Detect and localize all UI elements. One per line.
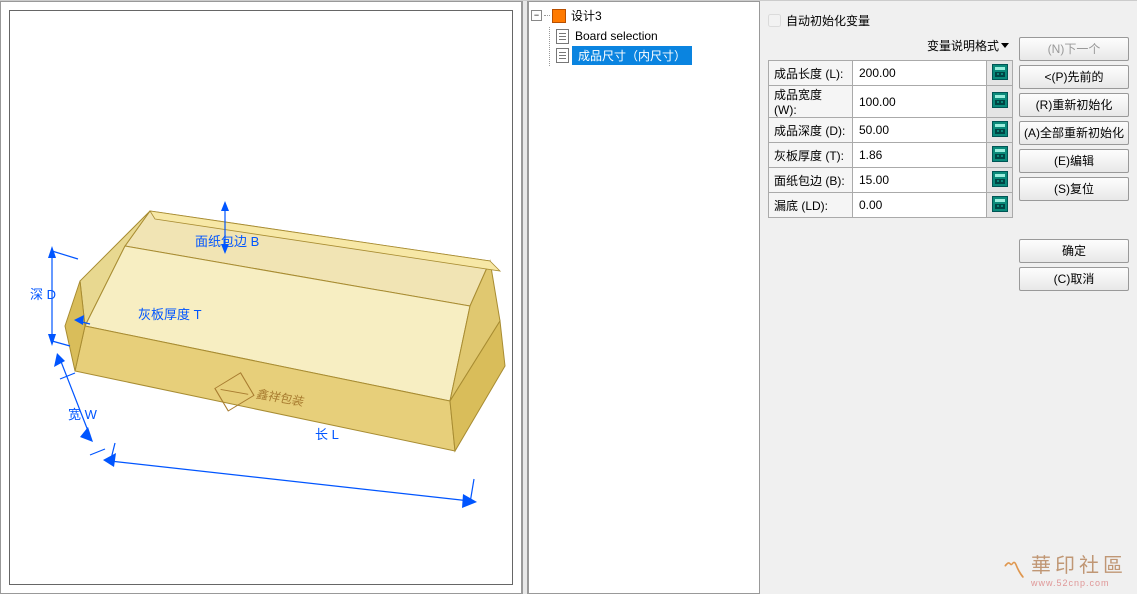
- watermark: 〽 華印社區 www.52cnp.com: [1003, 549, 1127, 588]
- variable-name-cell: 成品长度 (L):: [769, 61, 853, 86]
- variable-value-input[interactable]: [853, 193, 986, 217]
- app-root: 鑫祥包装 面纸包边 B 灰板厚度 T: [0, 0, 1137, 594]
- variable-name-cell: 漏底 (LD):: [769, 193, 853, 218]
- tree-node-label-selected: 成品尺寸（内尺寸）: [572, 46, 692, 65]
- calculator-button[interactable]: [987, 143, 1013, 168]
- tree-node-label: Board selection: [572, 28, 661, 44]
- tree-node-dimensions[interactable]: 成品尺寸（内尺寸）: [556, 45, 757, 66]
- variable-name-cell: 面纸包边 (B):: [769, 168, 853, 193]
- calculator-icon: [992, 121, 1008, 137]
- variable-value-input[interactable]: [853, 86, 986, 117]
- dim-wrap-label: 面纸包边 B: [195, 234, 259, 249]
- watermark-en: www.52cnp.com: [1031, 578, 1127, 588]
- reinit-all-button[interactable]: (A)全部重新初始化: [1019, 121, 1129, 145]
- variable-row: 成品长度 (L):: [769, 61, 1013, 86]
- tree-root-label: 设计3: [568, 6, 605, 25]
- dim-width-label: 宽 W: [68, 407, 98, 422]
- variable-value-input[interactable]: [853, 118, 986, 142]
- calculator-button[interactable]: [987, 168, 1013, 193]
- tree-root-node[interactable]: − 设计3: [531, 6, 757, 25]
- controls-panel: 自动初始化变量 变量说明格式 成品长度 (L):成品宽度 (W):成品深度 (D…: [760, 1, 1137, 594]
- variable-row: 成品宽度 (W):: [769, 86, 1013, 118]
- variable-row: 灰板厚度 (T):: [769, 143, 1013, 168]
- tree-collapse-icon[interactable]: −: [531, 10, 542, 21]
- calculator-button[interactable]: [987, 193, 1013, 218]
- calculator-icon: [992, 64, 1008, 80]
- calculator-icon: [992, 171, 1008, 187]
- variable-value-input[interactable]: [853, 168, 986, 192]
- document-icon: [556, 29, 569, 44]
- variable-name-cell: 灰板厚度 (T):: [769, 143, 853, 168]
- reset-button[interactable]: (S)复位: [1019, 177, 1129, 201]
- variable-row: 成品深度 (D):: [769, 118, 1013, 143]
- calculator-icon: [992, 146, 1008, 162]
- dim-thickness-label: 灰板厚度 T: [138, 307, 202, 322]
- reinit-button[interactable]: (R)重新初始化: [1019, 93, 1129, 117]
- cancel-button[interactable]: (C)取消: [1019, 267, 1129, 291]
- calculator-icon: [992, 196, 1008, 212]
- ok-button[interactable]: 确定: [1019, 239, 1129, 263]
- tree-node-board-selection[interactable]: Board selection: [556, 27, 757, 45]
- calculator-button[interactable]: [987, 61, 1013, 86]
- auto-init-label: 自动初始化变量: [786, 12, 870, 29]
- variable-name-cell: 成品深度 (D):: [769, 118, 853, 143]
- button-column: (N)下一个 <(P)先前的 (R)重新初始化 (A)全部重新初始化 (E)编辑…: [1019, 37, 1129, 291]
- auto-init-checkbox-row[interactable]: 自动初始化变量: [768, 12, 870, 29]
- caret-down-icon: [1001, 43, 1009, 48]
- box-3d-render: 鑫祥包装 面纸包边 B 灰板厚度 T: [30, 191, 510, 511]
- design-icon: [552, 9, 566, 23]
- variable-row: 漏底 (LD):: [769, 193, 1013, 218]
- dim-depth-label: 深 D: [30, 287, 56, 302]
- tree-panel: − 设计3 Board selection 成品尺寸（内尺寸）: [528, 1, 760, 594]
- auto-init-checkbox[interactable]: [768, 14, 781, 27]
- calculator-button[interactable]: [987, 118, 1013, 143]
- watermark-logo-icon: 〽: [1003, 553, 1025, 585]
- variable-value-input[interactable]: [853, 143, 986, 167]
- viewport-3d[interactable]: 鑫祥包装 面纸包边 B 灰板厚度 T: [9, 10, 513, 585]
- calculator-icon: [992, 92, 1008, 108]
- variable-value-input[interactable]: [853, 61, 986, 85]
- dim-length-label: 长 L: [315, 427, 339, 442]
- variable-format-dropdown[interactable]: 变量说明格式: [927, 37, 1009, 54]
- calculator-button[interactable]: [987, 86, 1013, 118]
- edit-button[interactable]: (E)编辑: [1019, 149, 1129, 173]
- viewport-panel: 鑫祥包装 面纸包边 B 灰板厚度 T: [0, 1, 522, 594]
- next-button[interactable]: (N)下一个: [1019, 37, 1129, 61]
- watermark-cn: 華印社區: [1031, 555, 1127, 577]
- variable-row: 面纸包边 (B):: [769, 168, 1013, 193]
- previous-button[interactable]: <(P)先前的: [1019, 65, 1129, 89]
- document-icon: [556, 48, 569, 63]
- variable-name-cell: 成品宽度 (W):: [769, 86, 853, 118]
- variables-table: 成品长度 (L):成品宽度 (W):成品深度 (D):灰板厚度 (T):面纸包边…: [768, 60, 1013, 218]
